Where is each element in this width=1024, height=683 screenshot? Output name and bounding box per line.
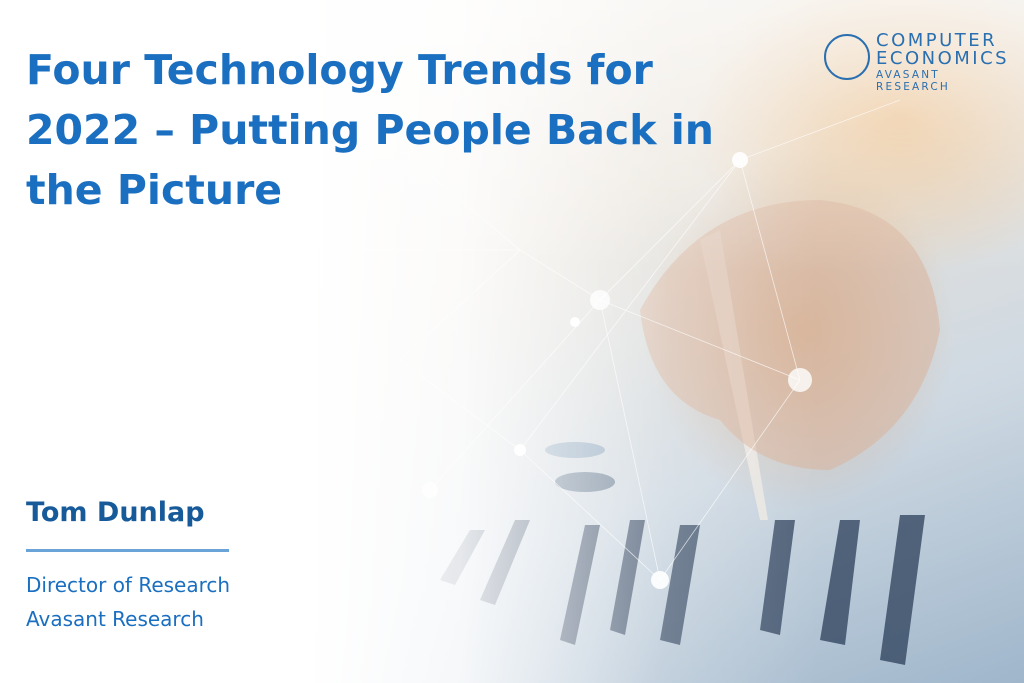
logo-line2: ECONOMICS — [876, 48, 1010, 69]
logo-line3: AVASANT RESEARCH — [876, 69, 951, 93]
author-name: Tom Dunlap — [26, 497, 205, 528]
author-organization: Avasant Research — [26, 607, 204, 631]
logo-chart-icon — [824, 34, 870, 80]
computer-economics-logo: COMPUTER ECONOMICS AVASANT RESEARCH — [824, 30, 1019, 93]
divider — [26, 549, 229, 552]
page-title: Four Technology Trends for 2022 – Puttin… — [26, 46, 714, 214]
logo-line1: COMPUTER — [876, 30, 998, 51]
author-details: Director of Research Avasant Research — [26, 568, 230, 636]
author-role: Director of Research — [26, 573, 231, 597]
